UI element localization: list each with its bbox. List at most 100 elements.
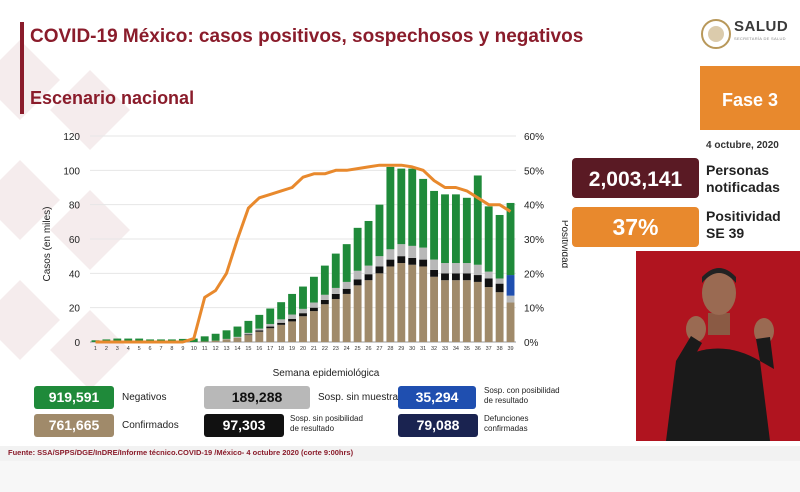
y-tick-label: 120 xyxy=(63,132,80,143)
bar-segment-defunciones xyxy=(342,288,351,294)
bar-segment-confirmados xyxy=(462,280,471,342)
bar-segment-defunciones xyxy=(397,256,406,264)
report-date: 4 octubre, 2020 xyxy=(706,140,779,151)
bar-segment-negativos xyxy=(277,302,286,320)
legend-negativos-label: Negativos xyxy=(122,392,167,403)
bar-segment-sosp-sin-muestra xyxy=(375,256,384,267)
bar-segment-negativos xyxy=(441,194,449,264)
bar-segment-negativos xyxy=(353,227,362,271)
bar-segment-sosp-sin-muestra xyxy=(430,259,439,270)
bar-segment-defunciones xyxy=(419,259,428,267)
bar-segment-defunciones xyxy=(375,266,384,274)
bar-segment-confirmados xyxy=(277,324,286,342)
positivity-box xyxy=(572,207,699,247)
legend-sosp-sin-muestra-label: Sosp. sin muestra xyxy=(318,392,399,403)
y-tick-label: 40 xyxy=(69,269,81,280)
x-tick-label: 33 xyxy=(442,346,448,352)
bar-segment-confirmados xyxy=(288,321,297,342)
y-tick-label: 60 xyxy=(69,235,81,246)
bar-segment-defunciones xyxy=(430,269,439,277)
bar-segment-negativos xyxy=(135,338,144,342)
bar-segment-negativos xyxy=(386,166,395,250)
x-tick-label: 38 xyxy=(497,346,503,352)
bar-segment-negativos xyxy=(299,286,307,309)
bar-segment-defunciones xyxy=(244,334,253,336)
x-tick-label: 7 xyxy=(159,346,162,352)
bar-segment-confirmados xyxy=(506,302,515,342)
bar-segment-confirmados xyxy=(211,340,220,342)
x-tick-label: 12 xyxy=(213,346,219,352)
legend-defunciones-label-line1: Defunciones xyxy=(484,414,529,423)
legend-sosp-sin-pos-label-line1: Sosp. sin posibilidad xyxy=(290,414,363,423)
bar-segment-confirmados xyxy=(430,276,439,342)
bar-segment-negativos xyxy=(408,168,417,246)
bar-segment-negativos xyxy=(189,338,198,342)
x-tick-label: 24 xyxy=(344,346,350,352)
bar-segment-defunciones xyxy=(266,326,275,329)
bar-segment-confirmados xyxy=(331,299,340,342)
x-tick-label: 20 xyxy=(300,346,306,352)
logo-subtext: SECRETARÍA DE SALUD xyxy=(734,36,786,41)
bar-segment-sosp-sin-muestra xyxy=(462,263,471,274)
bar-segment-sosp-sin-muestra xyxy=(222,338,231,340)
x-tick-label: 30 xyxy=(409,346,415,352)
interpreter-figure xyxy=(636,251,800,441)
bar-segment-defunciones xyxy=(386,259,395,267)
bar-segment-sosp-sin-muestra xyxy=(255,328,264,331)
legend-confirmados-swatch: 761,665 xyxy=(34,414,114,437)
bar-segment-sosp-sin-muestra xyxy=(397,244,406,257)
legend-sosp-sin-pos-swatch: 97,303 xyxy=(204,414,284,437)
bar-segment-sosp-sin-muestra xyxy=(244,332,253,335)
bar-segment-confirmados xyxy=(309,311,318,342)
x-tick-label: 29 xyxy=(398,346,404,352)
x-tick-label: 31 xyxy=(420,346,426,352)
y-tick-label: 0 xyxy=(74,338,80,349)
bar-segment-confirmados xyxy=(408,264,417,342)
notified-label: Personas notificadas xyxy=(706,162,780,196)
x-tick-label: 2 xyxy=(105,346,108,352)
positivity-label-line2: SE 39 xyxy=(706,225,745,241)
phase-badge xyxy=(700,66,800,130)
bar-segment-negativos xyxy=(244,320,253,333)
notified-label-line1: Personas xyxy=(706,162,770,178)
x-tick-label: 1 xyxy=(94,346,97,352)
y2-tick-label: 20% xyxy=(524,269,544,280)
bar-segment-sosp-sin-muestra xyxy=(331,287,340,294)
watermark-pattern xyxy=(0,40,130,390)
bar-segment-defunciones xyxy=(484,278,493,288)
bar-segment-sosp-sin-muestra xyxy=(364,265,373,275)
bar-segment-confirmados xyxy=(320,304,329,342)
notified-box xyxy=(572,158,699,198)
bar-segment-negativos xyxy=(255,314,264,329)
bar-segment-sosp-sin-muestra xyxy=(233,336,242,338)
legend-sosp-con-pos-swatch: 35,294 xyxy=(398,386,476,409)
bar-segment-sosp-sin-muestra xyxy=(353,270,362,280)
x-tick-label: 6 xyxy=(149,346,152,352)
y2-tick-label: 10% xyxy=(524,304,544,315)
bar-segment-negativos xyxy=(342,244,351,282)
legend-sosp-con-pos-label-line1: Sosp. con posibilidad xyxy=(484,386,560,395)
bar-segment-sosp-sin-muestra xyxy=(451,263,460,274)
bar-segment-defunciones xyxy=(441,273,449,281)
bar-segment-negativos xyxy=(419,178,428,248)
y2-tick-label: 40% xyxy=(524,201,544,212)
source-note: Fuente: SSA/SPPS/DGE/InDRE/Informe técni… xyxy=(8,448,354,457)
legend-sosp-con-pos-value: 35,294 xyxy=(415,389,459,405)
bar-segment-sosp-sin-muestra xyxy=(484,271,493,279)
bar-segment-negativos xyxy=(430,190,439,260)
legend-confirmados-label: Confirmados xyxy=(122,420,179,431)
x-tick-label: 32 xyxy=(431,346,437,352)
bar-segment-confirmados xyxy=(255,331,264,342)
salud-logo xyxy=(701,19,731,49)
bar-segment-negativos xyxy=(222,330,231,339)
bar-segment-sosp-sin-muestra xyxy=(266,323,275,327)
bar-segment-confirmados xyxy=(342,293,351,342)
footer-bar xyxy=(0,446,800,461)
bar-segment-sosp-sin-muestra xyxy=(408,245,417,258)
y-axis-label: Casos (en miles) xyxy=(42,206,53,281)
bar-segment-sosp-con-posibilidad-de-resultado xyxy=(506,275,515,296)
bar-segment-sosp-sin-muestra xyxy=(342,281,351,289)
x-tick-label: 35 xyxy=(464,346,470,352)
bar-segment-confirmados xyxy=(473,281,482,342)
